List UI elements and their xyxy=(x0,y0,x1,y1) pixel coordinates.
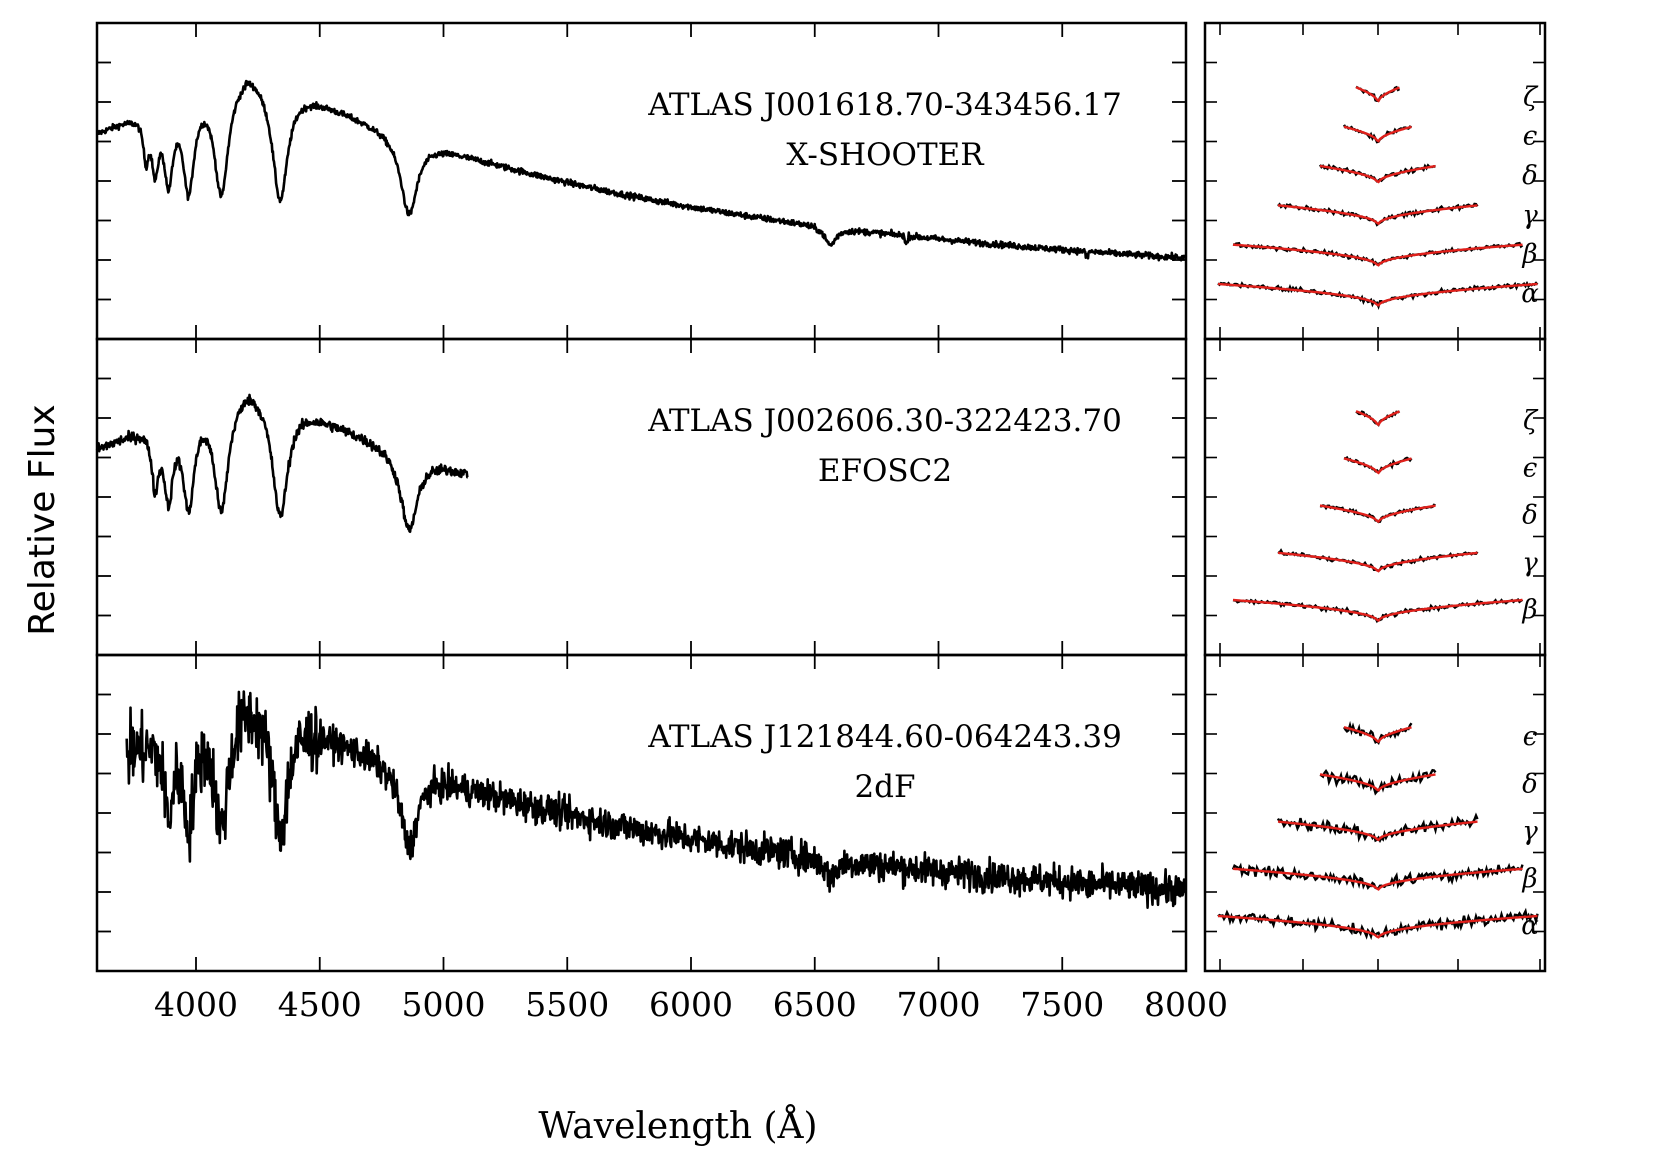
observed-line-profile xyxy=(1277,202,1479,227)
object-label: ATLAS J001618.70-343456.17 xyxy=(647,87,1122,123)
balmer-line-label: ϵ xyxy=(1523,122,1538,152)
balmer-line-label: δ xyxy=(1522,501,1538,531)
observed-line-profile xyxy=(1277,548,1479,573)
observed-line-profile xyxy=(1231,862,1524,890)
object-label: ATLAS J121844.60-064243.39 xyxy=(647,719,1122,755)
balmer-line-label: ϵ xyxy=(1523,722,1538,752)
model-fit-curve xyxy=(1343,125,1412,143)
spectrum-panel: ATLAS J002606.30-322423.70 EFOSC2 xyxy=(95,337,1188,657)
balmer-line-label: δ xyxy=(1522,161,1538,191)
x-tick-label: 7500 xyxy=(1020,985,1104,1024)
balmer-line-label: β xyxy=(1521,864,1537,894)
spectrum-line xyxy=(95,393,469,534)
balmer-line-label: γ xyxy=(1522,817,1538,847)
x-tick-label: 4500 xyxy=(278,985,362,1024)
balmer-line-label: ϵ xyxy=(1523,453,1538,483)
spectrum-panel: ATLAS J121844.60-064243.39 2dF xyxy=(95,653,1188,973)
model-fit-curve xyxy=(1355,86,1400,103)
model-fit-curve xyxy=(1343,726,1412,744)
panel-frame xyxy=(1203,337,1547,657)
model-fit-curve xyxy=(1343,457,1412,475)
x-tick-label: 5500 xyxy=(525,985,609,1024)
observed-line-profile xyxy=(1232,241,1524,267)
x-tick-label: 7000 xyxy=(897,985,981,1024)
observed-line-profile xyxy=(1276,812,1479,844)
balmer-line-label: α xyxy=(1521,911,1539,941)
model-fit-curve xyxy=(1277,204,1478,226)
balmer-line-label: ζ xyxy=(1523,82,1539,112)
y-axis-label: Relative Flux xyxy=(22,404,63,635)
balmer-line-label: γ xyxy=(1522,200,1538,230)
x-axis-label: Wavelength (Å) xyxy=(538,1105,817,1147)
spectrum-line xyxy=(125,690,1188,910)
observed-line-profile xyxy=(1343,455,1413,474)
model-fit-curve xyxy=(1319,773,1436,792)
model-fit-curve xyxy=(1277,820,1478,842)
spectrum-panel: ATLAS J001618.70-343456.17 X-SHOOTER xyxy=(95,21,1188,341)
balmer-line-label: β xyxy=(1521,240,1537,270)
observed-line-profile xyxy=(1217,907,1539,941)
spectrum-line xyxy=(96,79,1188,262)
panel-frame xyxy=(95,21,1188,341)
model-fit-curve xyxy=(1232,867,1523,891)
instrument-label: X-SHOOTER xyxy=(786,137,985,173)
model-fit-curve xyxy=(1319,164,1436,184)
x-tick-label: 6500 xyxy=(773,985,857,1024)
object-label: ATLAS J002606.30-322423.70 xyxy=(647,403,1122,439)
x-tick-label: 5000 xyxy=(402,985,486,1024)
instrument-label: EFOSC2 xyxy=(818,453,952,489)
panel-frame xyxy=(95,653,1188,973)
panel-frame xyxy=(1203,653,1547,973)
instrument-label: 2dF xyxy=(854,769,915,805)
model-fit-curve xyxy=(1217,282,1538,307)
balmer-line-label: α xyxy=(1521,279,1539,309)
x-tick-label: 8000 xyxy=(1144,985,1228,1024)
model-fit-curve xyxy=(1355,410,1400,427)
model-fit-curve xyxy=(1277,551,1478,573)
model-fit-curve xyxy=(1319,504,1436,524)
balmer-line-label: ζ xyxy=(1523,406,1539,436)
balmer-line-label: δ xyxy=(1522,769,1538,799)
observed-line-profile xyxy=(1318,163,1436,183)
balmer-line-label: γ xyxy=(1522,548,1538,578)
balmer-line-label: β xyxy=(1521,595,1537,625)
x-tick-label: 6000 xyxy=(649,985,733,1024)
model-fit-curve xyxy=(1232,598,1523,623)
model-fit-curve xyxy=(1232,243,1523,267)
model-fit-curve xyxy=(1217,914,1538,939)
x-tick-label: 4000 xyxy=(154,985,238,1024)
panel-frame xyxy=(95,337,1188,657)
panels-layer: ATLAS J001618.70-343456.17X-SHOOTERATLAS… xyxy=(95,21,1547,1024)
